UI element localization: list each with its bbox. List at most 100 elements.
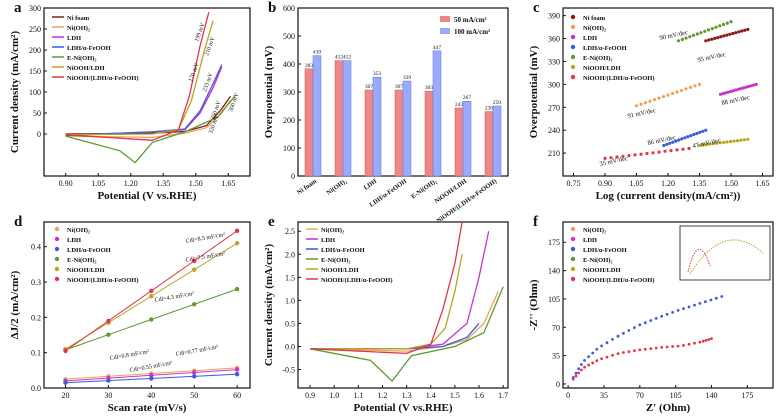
- panel-f-xtick-label: 140: [706, 391, 718, 400]
- panel-c-data-point: [668, 141, 672, 145]
- panel-c-legend-entry: E-Ni(OH)₂: [583, 55, 612, 62]
- panel-f-data-point: [682, 344, 685, 347]
- panel-c-xtick-label: 1.20: [661, 179, 675, 188]
- panel-b-ytick-label: 300: [283, 88, 295, 97]
- panel-c-data-point: [710, 37, 714, 41]
- panel-a-ytick-label: 200: [29, 46, 41, 55]
- panel-e-axes-frame: [297, 221, 509, 389]
- panel-c-data-point: [731, 89, 735, 93]
- panel-e-ytick-label: 1.0: [285, 296, 295, 305]
- panel-d-data-point: [234, 241, 240, 246]
- panel-c-legend-marker: [570, 14, 576, 20]
- panel-b-value-label-50: 307: [365, 84, 374, 90]
- panel-f-data-point: [616, 334, 620, 338]
- panel-f-data-point: [676, 344, 680, 348]
- panel-d-data-point: [234, 286, 240, 292]
- panel-a-ytick-label: 100: [29, 88, 41, 97]
- panel-b-ylabel: Overpotential (mV): [263, 45, 275, 138]
- panel-c-legend-marker: [570, 34, 576, 40]
- panel-d-xtick-label: 50: [190, 391, 198, 400]
- panel-c-data-point: [743, 28, 747, 32]
- panel-c-data-point: [714, 25, 718, 29]
- panel-f-data-point: [643, 321, 647, 325]
- panel-f-xtick-label: 175: [741, 391, 753, 400]
- panel-e-xtick-label: 1.3: [402, 391, 412, 400]
- panel-f-xtick-label: 105: [670, 391, 682, 400]
- panel-f-data-point: [687, 342, 691, 346]
- panel-c: 210 240 270 300 330 360 390 0.75 0.90 1.05 1.20 1.3…: [528, 0, 774, 202]
- panel-d-legend-entry: NiOOH/(LDH/α-FeOOH): [67, 277, 139, 284]
- panel-e-xtick-label: 0.9: [305, 391, 315, 400]
- panel-c-legend-entry: NiOOH/LDH: [583, 65, 621, 72]
- panel-c-data-point: [692, 132, 696, 137]
- panel-c-data-point: [680, 37, 684, 42]
- panel-e-ylabel: Current density (mA/cm²): [263, 244, 275, 367]
- panel-b-value-label-100: 430: [313, 50, 322, 56]
- panel-d-legend-marker: [54, 276, 60, 282]
- panel-f-data-point: [643, 347, 647, 351]
- panel-e-ytick-label: 2.5: [285, 227, 295, 236]
- panel-c-data-point: [732, 139, 736, 143]
- panel-a-legend-entry: E-Ni(OH)₂: [67, 55, 96, 62]
- panel-f-legend-marker: [570, 256, 576, 262]
- panel-c-data-point: [729, 139, 733, 144]
- panel-e-ytick-label: 1.5: [285, 273, 295, 282]
- panel-e-xlabel: Potential (V vs.RHE): [353, 402, 452, 414]
- panel-f-data-point: [671, 311, 674, 314]
- panel-f-inset-arc-2: [689, 239, 765, 275]
- panel-b-ytick-label: 100: [283, 144, 295, 153]
- panel-f-legend-entry: LDH/α-FeOOH: [583, 247, 627, 254]
- panel-d-xtick-label: 20: [61, 391, 69, 400]
- panel-c-data-point: [643, 101, 648, 105]
- panel-c-xtick-label: 0.75: [567, 179, 581, 188]
- panel-b-bar-50: [424, 90, 434, 177]
- panel-f-data-point: [682, 307, 685, 310]
- panel-d-panel-label: d: [14, 214, 23, 230]
- panel-c-data-point: [684, 36, 688, 40]
- panel-c-ylabel: Overpotential (mV): [528, 45, 540, 138]
- panel-c-data-point: [707, 38, 711, 42]
- panel-c-data-point: [728, 32, 732, 36]
- panel-c-data-point: [706, 28, 711, 32]
- panel-b-value-label-100: 339: [403, 75, 412, 81]
- panel-c-data-point: [715, 141, 719, 145]
- panel-c-data-point: [684, 87, 688, 91]
- panel-c-data-point: [746, 84, 751, 89]
- panel-b-legend-entry: 100 mA/cm²: [454, 28, 490, 36]
- panel-d-data-point: [192, 370, 197, 375]
- panel-c-data-point: [681, 147, 685, 151]
- panel-f-data-point: [595, 359, 599, 363]
- panel-f-xtick-label: 35: [600, 391, 608, 400]
- panel-f-data-point: [605, 341, 609, 345]
- panel-f-data-point: [676, 309, 680, 312]
- panel-f-ytick-label: 0: [556, 380, 560, 389]
- panel-c-data-point: [671, 140, 675, 144]
- panel-c-data-point: [697, 143, 702, 148]
- panel-c-ytick-label: 270: [548, 103, 560, 112]
- panel-e-legend-entry: NiOOH/LDH: [321, 267, 359, 274]
- panel-d-legend-entry: E-Ni(OH)₂: [67, 257, 96, 264]
- panel-f-ytick-label: 70: [552, 323, 560, 332]
- panel-c-data-point: [639, 102, 643, 106]
- panel-f-data-point: [611, 353, 614, 357]
- panel-c-data-point: [729, 89, 733, 94]
- panel-b-value-label-100: 353: [373, 71, 382, 77]
- panel-d-ytick-label: 0.0: [31, 384, 41, 393]
- panel-d-legend-marker: [54, 226, 60, 232]
- panel-c-data-point: [689, 134, 693, 138]
- panel-f-legend-marker: [570, 266, 576, 272]
- panel-f-data-point: [622, 351, 625, 354]
- panel-c-data-point: [683, 136, 687, 140]
- panel-c-panel-label: c: [533, 0, 540, 16]
- panel-e-xtick-label: 1.6: [474, 391, 484, 400]
- panel-d-data-point: [192, 374, 197, 379]
- panel-b-value-label-100: 267: [463, 95, 472, 101]
- panel-f-data-point: [583, 365, 586, 369]
- panel-d-axes-frame: [43, 221, 251, 389]
- panel-a-panel-label: a: [14, 0, 22, 16]
- panel-e-legend-entry: E-Ni(OH)₂: [321, 257, 350, 264]
- panel-c-data-point: [648, 99, 652, 103]
- panel-d-xlabel: Scan rate (mV/s): [108, 402, 187, 414]
- panel-c-data-point: [724, 91, 728, 95]
- panel-c-data-point: [736, 87, 741, 91]
